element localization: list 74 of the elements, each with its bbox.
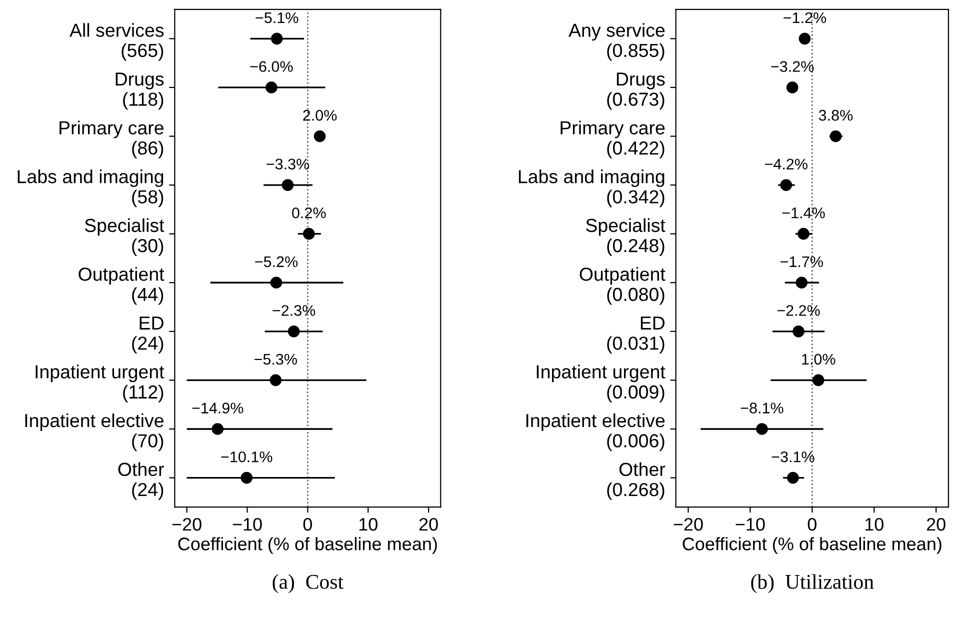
data-label: −3.2% [771, 61, 814, 72]
point [270, 276, 282, 289]
data-label: 2.0% [303, 110, 337, 121]
y-tick-label: Inpatient elective (0.006) [526, 413, 665, 452]
x-tick-label: 10 [865, 518, 884, 531]
point [792, 326, 804, 338]
data-label: −1.7% [780, 256, 823, 268]
point [786, 82, 798, 94]
y-tick-label: ED (0.031) [607, 316, 665, 354]
point [270, 32, 283, 45]
y-tick-label: Outpatient (0.080) [580, 267, 666, 305]
data-label: −8.1% [740, 402, 784, 414]
y-tick-label: Other (24) [118, 462, 164, 500]
y-tick-label: Inpatient elective (70) [25, 413, 164, 452]
data-label: −14.9% [192, 402, 244, 414]
y-tick-label: ED (24) [132, 316, 164, 354]
data-label: −1.4% [782, 208, 825, 218]
data-label: −5.2% [255, 256, 298, 268]
y-tick-label: Drugs (0.673) [607, 72, 665, 110]
point [266, 82, 278, 94]
data-label: 0.2% [292, 207, 326, 218]
point [787, 472, 799, 484]
point [798, 228, 810, 240]
point [240, 472, 253, 484]
point [302, 228, 315, 240]
point [756, 423, 768, 435]
y-tick-label: Inpatient urgent (112) [36, 364, 164, 402]
x-tick-label: 0 [303, 518, 312, 531]
y-tick-label: Inpatient urgent (0.009) [536, 364, 666, 402]
y-tick-label: Specialist (0.248) [586, 218, 666, 256]
data-label: −5.3% [254, 354, 297, 365]
x-axis-title: Coefficient (% of baseline mean) [682, 537, 942, 554]
x-tick-label: 10 [359, 518, 378, 531]
y-tick-label: Labs and imaging (58) [18, 170, 164, 208]
y-tick-label: Primary care (0.422) [560, 120, 665, 158]
point [798, 32, 811, 45]
x-axis-title: Coefficient (% of baseline mean) [178, 537, 437, 554]
point [282, 179, 294, 191]
data-label: −1.2% [784, 12, 826, 24]
point [288, 326, 300, 338]
data-label: −2.2% [777, 305, 820, 316]
point [796, 276, 808, 289]
data-label: 1.0% [802, 354, 836, 365]
data-label: −2.3% [272, 305, 316, 316]
y-tick-label: Drugs (118) [116, 72, 164, 110]
x-tick-label: 20 [419, 518, 438, 531]
y-tick-label: Other (0.268) [607, 462, 666, 500]
data-label: 3.8% [818, 110, 853, 121]
data-label: −3.3% [266, 158, 310, 170]
point [270, 374, 282, 386]
x-tick-label: −20 [674, 518, 703, 531]
point [830, 130, 842, 142]
y-tick-label: All services (565) [70, 23, 164, 61]
x-tick-label: 0 [808, 518, 816, 531]
point [812, 374, 824, 386]
data-label: −3.1% [772, 451, 814, 462]
x-tick-label: −20 [172, 518, 202, 531]
data-label: −5.1% [256, 12, 298, 24]
x-tick-label: −10 [232, 518, 262, 531]
y-tick-label: Primary care (86) [60, 120, 164, 158]
text: (b) Utilization [751, 574, 874, 594]
point [212, 423, 224, 435]
y-tick-label: Any service (0.855) [568, 23, 665, 61]
data-label: −10.1% [221, 451, 272, 462]
point [314, 130, 326, 142]
text: (a) Cost [272, 574, 344, 594]
data-label: −6.0% [250, 61, 293, 72]
y-tick-label: Specialist (30) [84, 218, 164, 256]
data-label: −4.2% [765, 158, 808, 170]
y-tick-label: Outpatient (44) [78, 267, 164, 305]
x-tick-label: 20 [926, 518, 946, 531]
point [780, 179, 792, 191]
x-tick-label: −10 [736, 518, 765, 531]
y-tick-label: Labs and imaging (0.342) [518, 170, 664, 208]
